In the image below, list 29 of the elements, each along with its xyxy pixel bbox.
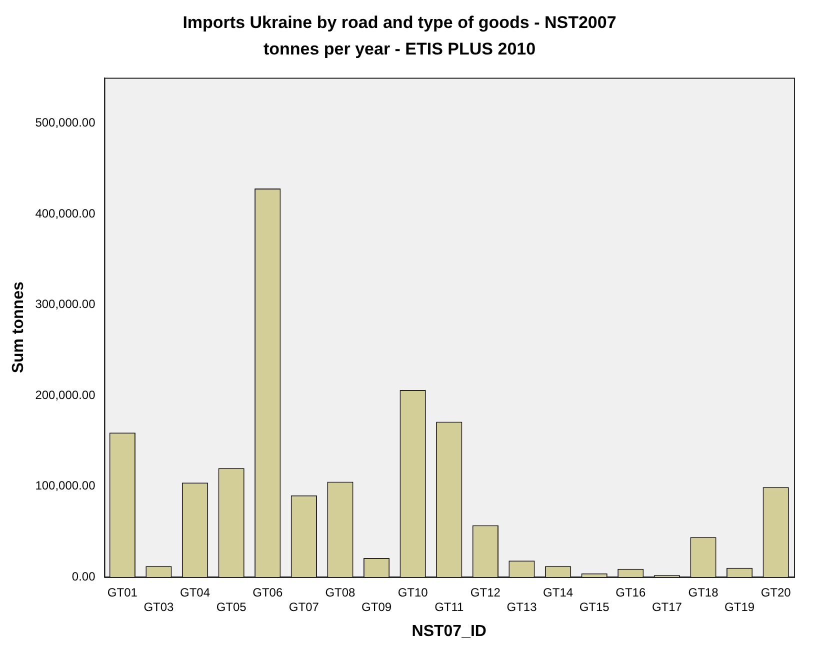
x-tick-label: GT12 bbox=[470, 586, 501, 600]
x-tick-label: GT03 bbox=[144, 600, 174, 614]
y-tick-label: 400,000.00 bbox=[35, 206, 96, 220]
chart-subtitle: tonnes per year - ETIS PLUS 2010 bbox=[263, 39, 536, 58]
y-tick-label: 100,000.00 bbox=[35, 478, 96, 493]
x-axis-title: NST07_ID bbox=[412, 622, 486, 640]
x-tick-label: GT11 bbox=[434, 600, 464, 614]
x-tick-label: GT20 bbox=[760, 586, 792, 600]
x-tick-label: GT01 bbox=[107, 586, 138, 600]
x-tick-label: GT08 bbox=[325, 586, 356, 600]
x-tick-label: GT06 bbox=[252, 586, 283, 600]
x-tick-label: GT09 bbox=[362, 600, 392, 614]
y-tick-label: 500,000.00 bbox=[35, 115, 96, 130]
y-tick-label: 200,000.00 bbox=[35, 388, 96, 402]
chart-title: Imports Ukraine by road and type of goods - NST2007 bbox=[182, 12, 616, 32]
x-tick-label: GT17 bbox=[652, 600, 682, 614]
y-axis-title: Sum tonnes bbox=[10, 282, 28, 374]
x-tick-label: GT14 bbox=[543, 586, 574, 600]
y-tick-label: 0.00 bbox=[72, 569, 96, 584]
x-tick-label: GT19 bbox=[724, 600, 755, 614]
x-tick-label: GT04 bbox=[180, 586, 210, 600]
x-tick-label: GT18 bbox=[688, 586, 719, 600]
x-tick-label: GT15 bbox=[579, 600, 610, 614]
x-tick-label: GT05 bbox=[216, 600, 247, 614]
y-tick-label: 300,000.00 bbox=[35, 297, 96, 312]
x-tick-label: GT07 bbox=[288, 600, 320, 614]
x-tick-label: GT13 bbox=[506, 600, 538, 614]
x-tick-label: GT10 bbox=[398, 586, 428, 600]
x-tick-label: GT16 bbox=[616, 586, 646, 600]
